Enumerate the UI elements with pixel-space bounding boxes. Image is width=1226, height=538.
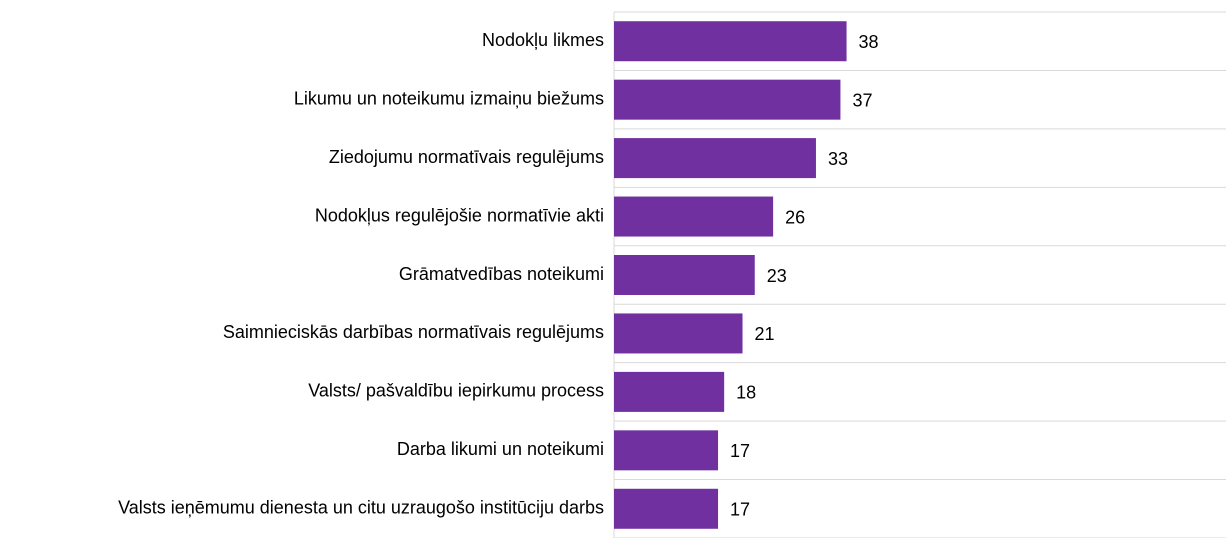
value-label: 23 — [767, 266, 787, 286]
category-label: Likumu un noteikumu izmaiņu biežums — [294, 88, 604, 108]
bar — [614, 313, 743, 354]
bar — [614, 255, 755, 295]
category-label: Valsts ieņēmumu dienesta un citu uzraugo… — [118, 498, 604, 518]
category-label: Ziedojumu normatīvais regulējums — [329, 147, 604, 167]
category-label: Saimnieciskās darbības normatīvais regul… — [223, 322, 604, 342]
category-label: Grāmatvedības noteikumi — [399, 264, 604, 284]
value-label: 17 — [730, 500, 750, 520]
category-label: Darba likumi un noteikumi — [397, 439, 604, 459]
bar — [614, 79, 841, 120]
bar — [614, 488, 719, 529]
value-label: 37 — [852, 90, 872, 110]
value-label: 38 — [859, 32, 879, 52]
category-label: Nodokļus regulējošie normatīvie akti — [315, 205, 604, 225]
value-label: 18 — [736, 383, 756, 403]
value-label: 17 — [730, 441, 750, 461]
bar — [614, 138, 816, 179]
value-label: 33 — [828, 149, 848, 169]
value-label: 26 — [785, 207, 805, 227]
value-label: 21 — [755, 324, 775, 344]
bar — [614, 430, 719, 471]
bar — [614, 21, 847, 62]
category-label: Nodokļu likmes — [482, 30, 604, 50]
bar — [614, 371, 725, 412]
bar — [614, 196, 774, 237]
category-label: Valsts/ pašvaldību iepirkumu process — [308, 381, 604, 401]
